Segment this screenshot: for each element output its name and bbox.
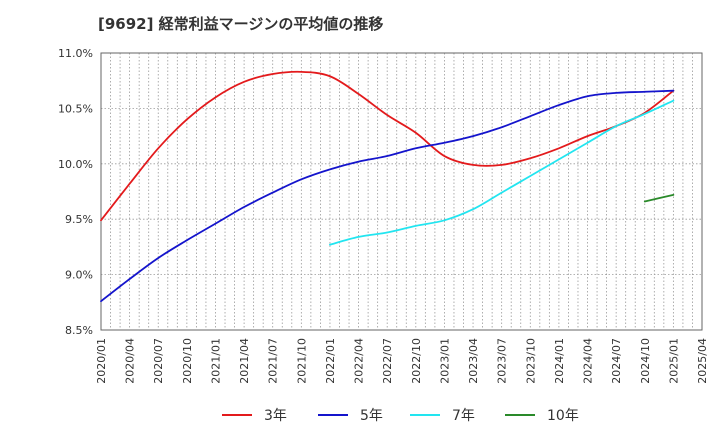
grid-layer bbox=[100, 52, 703, 331]
x-tick-label: 2022/07 bbox=[381, 338, 394, 384]
x-tick-label: 2020/01 bbox=[95, 338, 108, 384]
x-tick-label: 2024/04 bbox=[582, 338, 595, 384]
x-tick-label: 2022/01 bbox=[324, 338, 337, 384]
x-tick-label: 2021/10 bbox=[295, 338, 308, 384]
x-tick-label: 2023/10 bbox=[524, 338, 537, 384]
plot-frame bbox=[100, 52, 703, 331]
series-line-1 bbox=[100, 70, 675, 222]
series-line-2 bbox=[100, 89, 675, 303]
y-tick-label: 10.5% bbox=[58, 102, 93, 115]
series-line-4 bbox=[643, 193, 675, 203]
legend-label-4: 10年 bbox=[547, 408, 579, 424]
x-tick-label: 2021/04 bbox=[238, 338, 251, 384]
x-tick-label: 2020/04 bbox=[124, 338, 137, 384]
axis-layer: 8.5% 9.0% 9.5% 10.0% 10.5% 11.0% 2020/01 2020/0… bbox=[58, 47, 709, 384]
legend: 3年 5年 7年 10年 bbox=[222, 408, 579, 424]
x-tick-label: 2025/04 bbox=[696, 338, 709, 384]
x-tick-label: 2025/01 bbox=[667, 338, 680, 384]
series-line-3 bbox=[329, 99, 675, 246]
x-tick-label: 2023/07 bbox=[496, 338, 509, 384]
legend-label-3: 7年 bbox=[452, 408, 475, 424]
x-tick-label: 2022/10 bbox=[410, 338, 423, 384]
x-tick-label: 2022/04 bbox=[353, 338, 366, 384]
x-tick-label: 2021/01 bbox=[209, 338, 222, 384]
chart-title: [9692] 経常利益マージンの平均値の推移 bbox=[98, 15, 384, 33]
x-tick-label: 2024/07 bbox=[610, 338, 623, 384]
y-tick-label: 11.0% bbox=[58, 47, 93, 60]
x-tick-label: 2023/01 bbox=[438, 338, 451, 384]
legend-label-2: 5年 bbox=[360, 408, 383, 424]
x-tick-label: 2020/10 bbox=[181, 338, 194, 384]
x-tick-label: 2020/07 bbox=[152, 338, 165, 384]
y-tick-label: 10.0% bbox=[58, 158, 93, 171]
legend-label-1: 3年 bbox=[264, 408, 287, 424]
series-layer bbox=[100, 70, 675, 303]
x-tick-label: 2021/07 bbox=[267, 338, 280, 384]
y-tick-label: 9.5% bbox=[65, 213, 93, 226]
x-tick-label: 2024/01 bbox=[553, 338, 566, 384]
y-tick-label: 8.5% bbox=[65, 324, 93, 337]
y-tick-label: 9.0% bbox=[65, 269, 93, 282]
x-tick-label: 2023/04 bbox=[467, 338, 480, 384]
x-tick-label: 2024/10 bbox=[639, 338, 652, 384]
